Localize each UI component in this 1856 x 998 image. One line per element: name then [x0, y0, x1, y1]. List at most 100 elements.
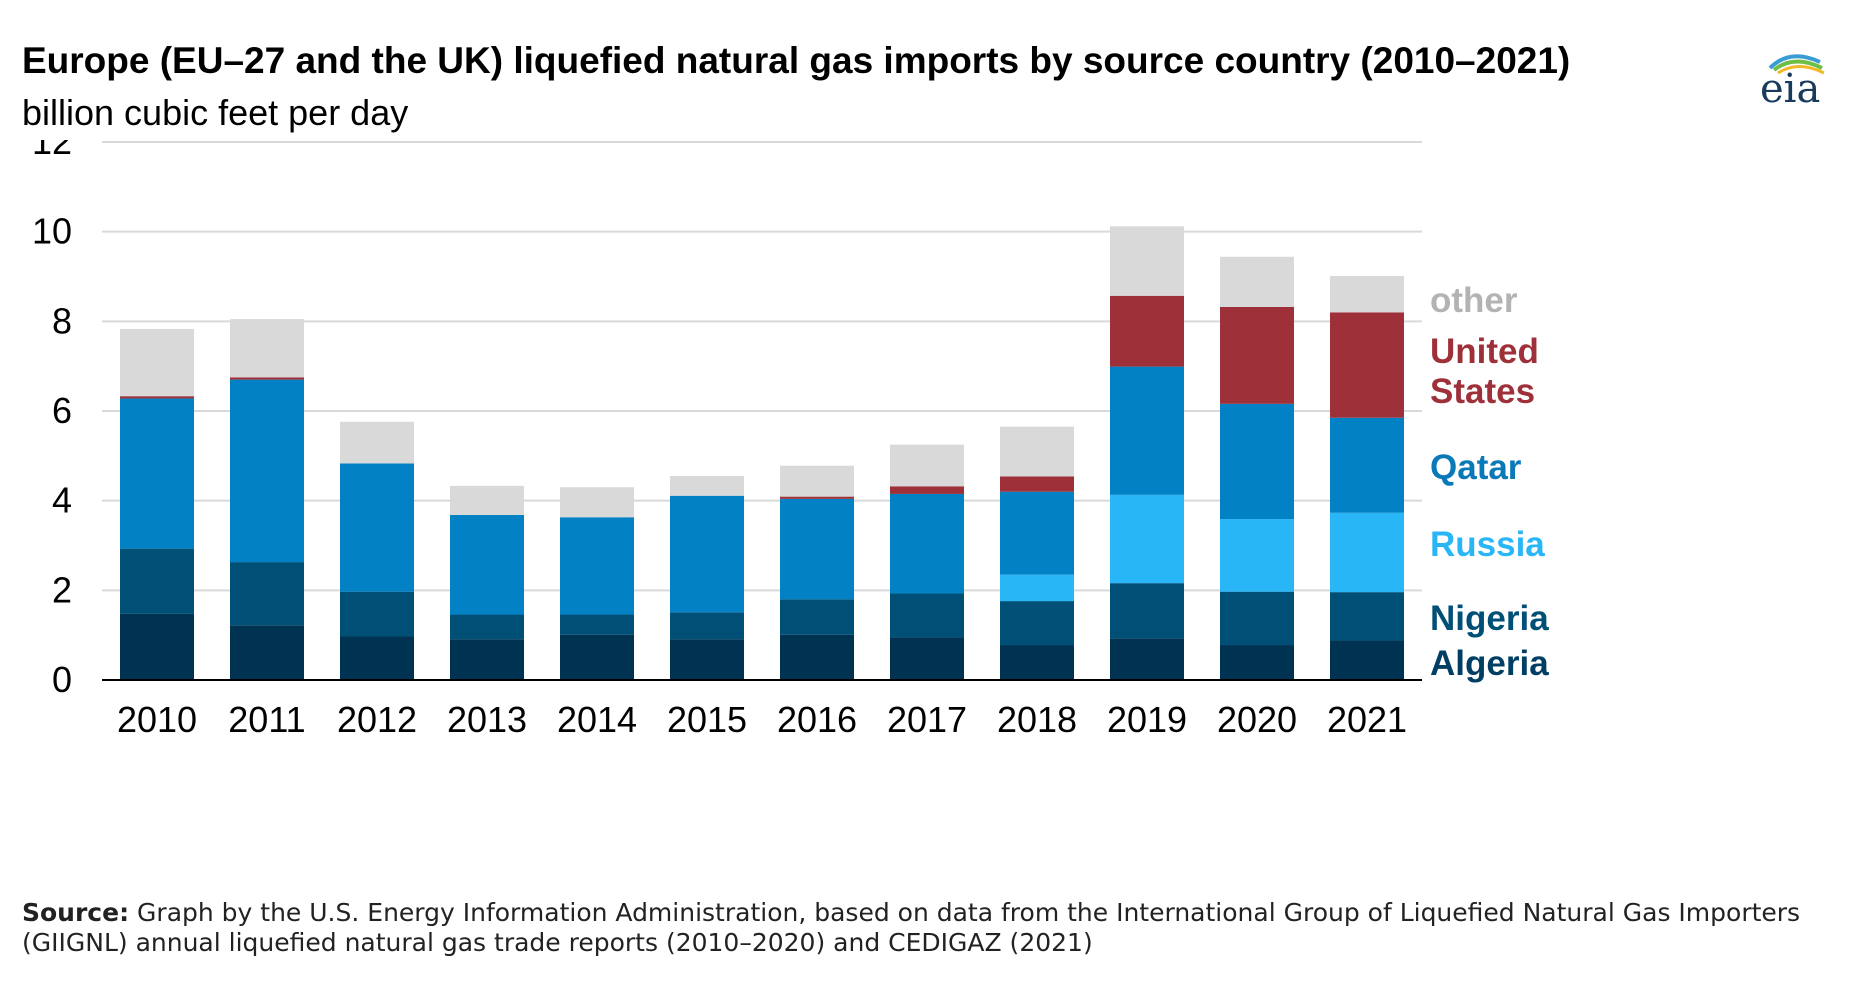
- legend-qatar: Qatar: [1430, 448, 1522, 487]
- bar-qatar-2012: [340, 463, 414, 592]
- bar-other-2021: [1330, 276, 1404, 313]
- eia-logo-text: eia: [1760, 66, 1820, 110]
- bar-stack-2011: [230, 319, 304, 680]
- bar-algeria-2016: [780, 634, 854, 680]
- x-tick-label: 2021: [1327, 699, 1407, 740]
- legend-algeria: Algeria: [1430, 644, 1549, 683]
- bar-qatar-2016: [780, 498, 854, 600]
- bar-united-states-2016: [780, 496, 854, 499]
- bar-qatar-2020: [1220, 403, 1294, 520]
- source-label: Source:: [22, 898, 130, 927]
- legend-label-line: States: [1430, 372, 1535, 411]
- bar-other-2017: [890, 444, 964, 487]
- bar-nigeria-2015: [670, 612, 744, 640]
- x-tick-label: 2011: [228, 699, 305, 740]
- bar-nigeria-2014: [560, 614, 634, 635]
- source-note: Source: Graph by the U.S. Energy Informa…: [22, 898, 1842, 958]
- y-tick-label: 4: [52, 480, 72, 521]
- bar-nigeria-2017: [890, 593, 964, 638]
- bar-algeria-2017: [890, 637, 964, 680]
- bar-stack-2016: [780, 465, 854, 680]
- legend-label-line: Russia: [1430, 525, 1545, 564]
- chart-subtitle: billion cubic feet per day: [22, 92, 409, 133]
- legend-russia: Russia: [1430, 525, 1545, 564]
- bar-other-2018: [1000, 426, 1074, 477]
- bar-algeria-2014: [560, 634, 634, 680]
- bar-stack-2010: [120, 328, 194, 680]
- bar-united-states-2018: [1000, 476, 1074, 492]
- bar-algeria-2021: [1330, 640, 1404, 680]
- bar-united-states-2010: [120, 396, 194, 399]
- bar-united-states-2020: [1220, 306, 1294, 404]
- bar-algeria-2013: [450, 639, 524, 680]
- bar-nigeria-2010: [120, 548, 194, 614]
- bar-algeria-2010: [120, 613, 194, 680]
- legend-label-line: Algeria: [1430, 644, 1549, 683]
- bar-russia-2021: [1330, 512, 1404, 593]
- x-tick-label: 2018: [997, 699, 1077, 740]
- bar-stack-2017: [890, 444, 964, 680]
- bar-united-states-2011: [230, 377, 304, 380]
- bar-stack-2020: [1220, 256, 1294, 680]
- bar-other-2012: [340, 421, 414, 464]
- legend-united-states: United States: [1430, 332, 1539, 411]
- bar-nigeria-2016: [780, 599, 854, 635]
- bar-algeria-2019: [1110, 638, 1184, 680]
- chart-title: Europe (EU–27 and the UK) liquefied natu…: [22, 40, 1571, 81]
- eia-logo: eia: [1760, 54, 1825, 110]
- bar-other-2014: [560, 487, 634, 518]
- bar-qatar-2017: [890, 493, 964, 594]
- bar-qatar-2019: [1110, 366, 1184, 495]
- bar-qatar-2021: [1330, 417, 1404, 513]
- bar-algeria-2020: [1220, 645, 1294, 680]
- bar-russia-2019: [1110, 494, 1184, 584]
- y-tick-label: 0: [52, 659, 72, 700]
- bar-nigeria-2018: [1000, 601, 1074, 646]
- bar-united-states-2021: [1330, 312, 1404, 418]
- bar-other-2016: [780, 465, 854, 497]
- bar-united-states-2019: [1110, 295, 1184, 367]
- y-tick-label: 8: [52, 300, 72, 341]
- legend-label-line: other: [1430, 281, 1518, 320]
- bar-nigeria-2012: [340, 591, 414, 637]
- bar-nigeria-2013: [450, 614, 524, 640]
- bar-nigeria-2019: [1110, 583, 1184, 639]
- y-tick-label: 6: [52, 390, 72, 431]
- bar-algeria-2018: [1000, 645, 1074, 680]
- legend-label-line: Nigeria: [1430, 599, 1549, 638]
- x-tick-label: 2012: [337, 699, 417, 740]
- bar-qatar-2010: [120, 398, 194, 549]
- bar-stack-2013: [450, 485, 524, 680]
- bar-other-2011: [230, 319, 304, 378]
- bar-russia-2018: [1000, 574, 1074, 602]
- legend-nigeria: Nigeria: [1430, 599, 1549, 638]
- bar-other-2010: [120, 328, 194, 397]
- source-text: Graph by the U.S. Energy Information Adm…: [22, 898, 1801, 957]
- x-tick-label: 2017: [887, 699, 967, 740]
- y-tick-label: 2: [52, 569, 72, 610]
- bars: [120, 226, 1404, 680]
- bar-qatar-2011: [230, 379, 304, 563]
- bar-qatar-2018: [1000, 491, 1074, 575]
- x-tick-label: 2013: [447, 699, 527, 740]
- legend-label-line: United: [1430, 332, 1539, 371]
- gridlines: [102, 141, 1422, 592]
- y-axis-ticks: 0 2 4 6 8 10 12: [32, 140, 72, 700]
- legend-other: other: [1430, 281, 1518, 320]
- bar-other-2013: [450, 485, 524, 516]
- bar-russia-2020: [1220, 519, 1294, 592]
- bar-nigeria-2020: [1220, 591, 1294, 646]
- bar-stack-2019: [1110, 226, 1184, 680]
- bar-other-2015: [670, 476, 744, 496]
- x-tick-label: 2019: [1107, 699, 1187, 740]
- y-tick-label: 12: [32, 140, 72, 162]
- bar-nigeria-2021: [1330, 592, 1404, 641]
- bar-united-states-2017: [890, 486, 964, 494]
- bar-stack-2014: [560, 487, 634, 680]
- bar-algeria-2012: [340, 636, 414, 680]
- x-axis-ticks: 2010 2011 2012 2013 2014 2015 2016 2017 2018 2019…: [117, 699, 1407, 740]
- bar-algeria-2011: [230, 625, 304, 680]
- bar-stack-2015: [670, 476, 744, 680]
- bar-other-2020: [1220, 256, 1294, 307]
